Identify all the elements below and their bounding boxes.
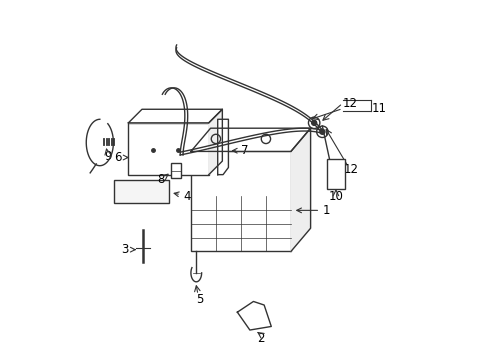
Text: 1: 1	[296, 204, 330, 217]
Text: 12: 12	[342, 97, 357, 110]
Text: 7: 7	[232, 144, 248, 157]
Text: 6: 6	[114, 151, 128, 164]
Text: 8: 8	[157, 173, 164, 186]
Bar	[326, 158, 345, 189]
Text: 3: 3	[121, 243, 135, 256]
Text: 5: 5	[196, 293, 203, 306]
Text: 2: 2	[256, 333, 264, 346]
Polygon shape	[190, 128, 310, 152]
Text: 12: 12	[343, 163, 358, 176]
Circle shape	[319, 129, 324, 134]
Polygon shape	[208, 109, 222, 175]
Text: 11: 11	[370, 102, 386, 115]
Bar	[171, 163, 181, 178]
Polygon shape	[237, 301, 271, 330]
Bar	[190, 152, 290, 251]
Text: 9: 9	[104, 149, 112, 163]
Circle shape	[311, 120, 316, 125]
Polygon shape	[217, 119, 228, 175]
Text: 10: 10	[328, 190, 343, 203]
Bar	[114, 180, 169, 203]
Polygon shape	[290, 128, 310, 251]
Text: 4: 4	[174, 190, 191, 203]
Polygon shape	[128, 109, 222, 123]
Bar	[128, 123, 208, 175]
